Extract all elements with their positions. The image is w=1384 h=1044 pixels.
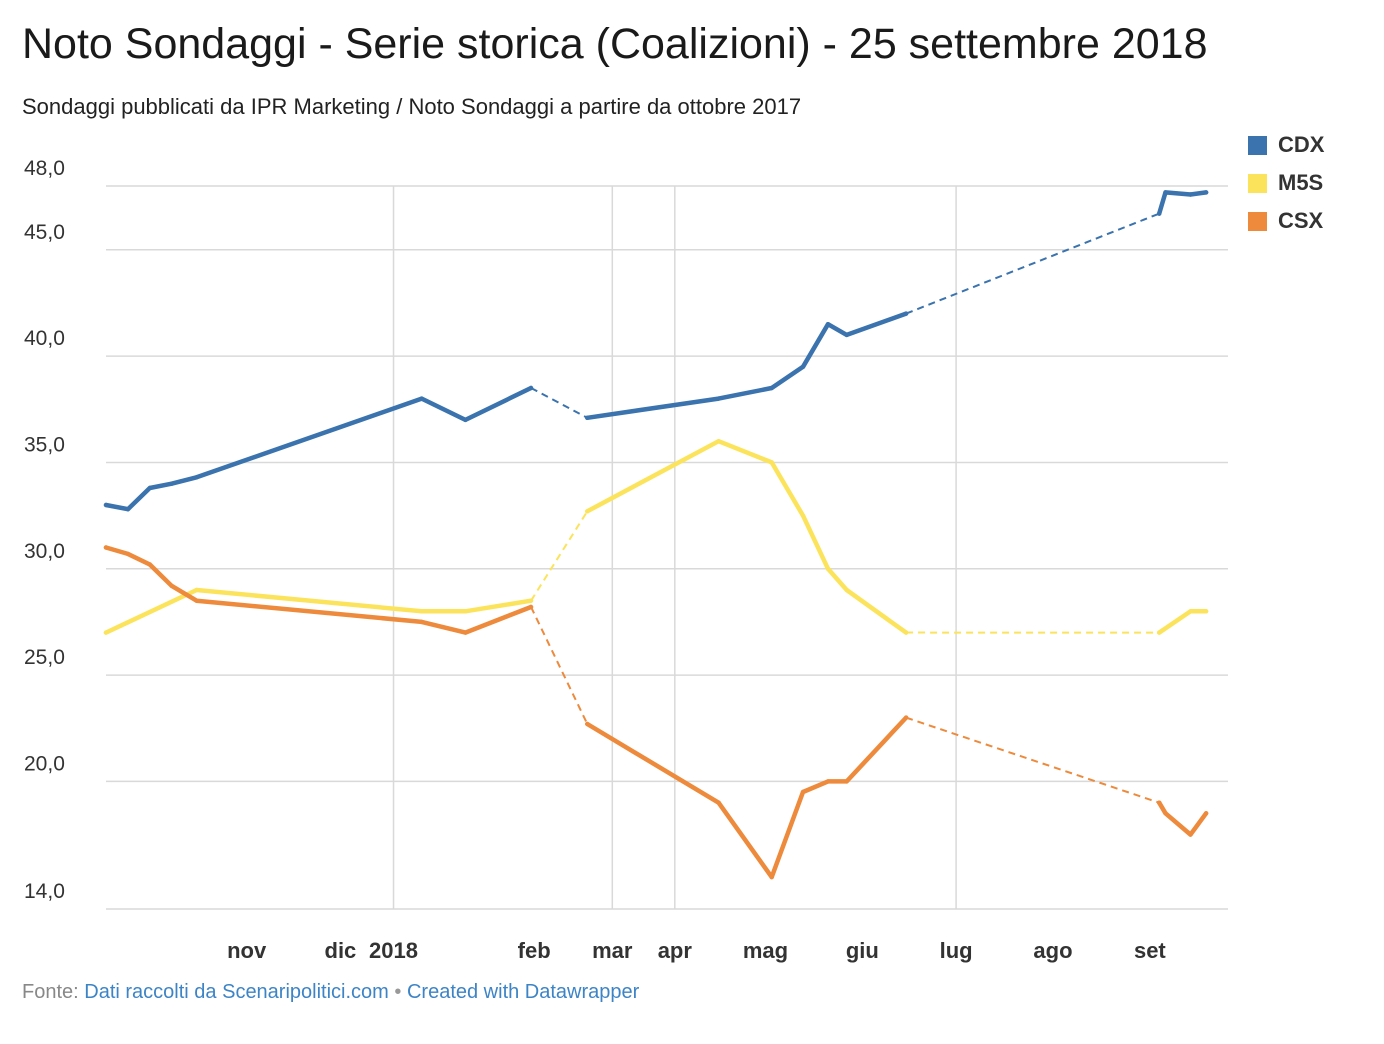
legend-item-m5s: M5S (1248, 164, 1324, 202)
x-tick-label: ago (1033, 938, 1072, 963)
legend: CDX M5S CSX (1248, 126, 1324, 240)
series-gap-csx (530, 606, 589, 725)
series-gap-csx (905, 716, 1160, 804)
series-line-cdx (1156, 190, 1209, 216)
footer: Fonte: Dati raccolti da Scenaripolitici.… (22, 981, 639, 1004)
y-tick-label: 48,0 (24, 157, 65, 180)
y-tick-label: 25,0 (24, 646, 65, 669)
x-tick-label: mar (592, 938, 633, 963)
x-tick-label: dic (325, 938, 357, 963)
series-line-csx (103, 545, 534, 635)
grid-layer (106, 185, 1228, 910)
x-tick-label: mag (743, 938, 788, 963)
x-tick-label: 2018 (369, 938, 418, 963)
series-line-cdx (103, 385, 534, 512)
legend-label-m5s: M5S (1278, 170, 1324, 195)
x-tick-label: nov (227, 938, 267, 963)
x-tick-label: lug (940, 938, 973, 963)
y-tick-label: 40,0 (24, 327, 65, 350)
series-line-cdx (585, 311, 909, 421)
x-tick-label: feb (518, 938, 551, 963)
series-line-csx (1156, 800, 1209, 837)
series-gap-cdx (530, 387, 588, 419)
y-tick-label: 14,0 (24, 880, 65, 903)
series-line-m5s (1156, 609, 1209, 635)
credit-link[interactable]: Created with Datawrapper (406, 981, 640, 1003)
x-tick-label: set (1134, 938, 1166, 963)
y-tick-label: 35,0 (24, 433, 65, 456)
legend-item-cdx: CDX (1248, 126, 1324, 164)
series-line-m5s (103, 587, 534, 635)
chart-title: Noto Sondaggi - Serie storica (Coalizion… (22, 20, 1208, 68)
y-tick-label: 30,0 (24, 540, 65, 563)
legend-label-csx: CSX (1278, 208, 1324, 233)
axis-layer: 48,0 45,0 40,0 35,0 30,0 25,0 20,0 14,0 nov dic 20… (24, 157, 1166, 963)
legend-swatch-m5s (1248, 173, 1267, 193)
legend-label-cdx: CDX (1278, 132, 1325, 157)
x-tick-label: apr (658, 938, 693, 963)
series-layer (103, 190, 1209, 880)
y-tick-label: 20,0 (24, 752, 65, 775)
footer-separator: • (394, 981, 402, 1003)
x-tick-label: giu (846, 938, 879, 963)
series-gap-m5s (530, 510, 589, 602)
series-line-csx (585, 715, 909, 880)
y-tick-label: 45,0 (24, 221, 65, 244)
chart-subtitle: Sondaggi pubblicati da IPR Marketing / N… (22, 94, 802, 119)
legend-swatch-csx (1248, 211, 1267, 231)
legend-item-csx: CSX (1248, 202, 1324, 240)
source-link[interactable]: Dati raccolti da Scenaripolitici.com (84, 981, 389, 1003)
source-prefix: Fonte: (22, 981, 79, 1003)
series-line-m5s (585, 438, 909, 635)
legend-swatch-cdx (1248, 135, 1267, 155)
series-gap-cdx (905, 212, 1160, 315)
